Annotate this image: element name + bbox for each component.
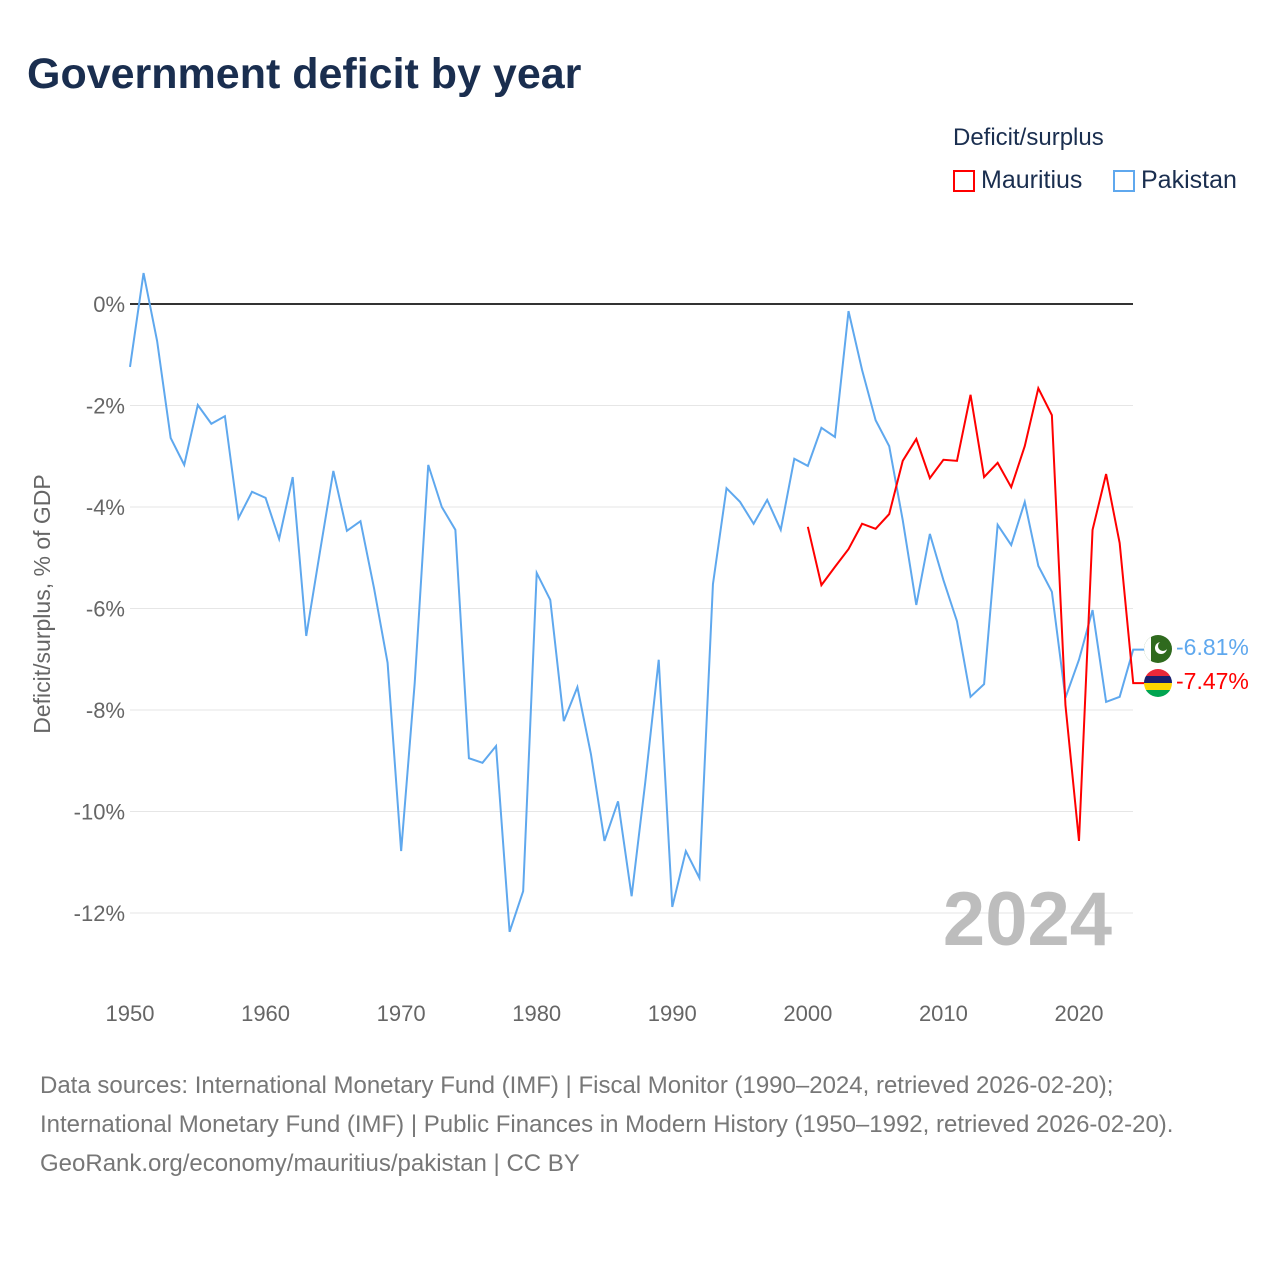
x-tick-label: 1990	[648, 1001, 697, 1026]
y-tick-label: -6%	[86, 597, 125, 622]
legend-item-pakistan[interactable]: Pakistan	[1113, 166, 1237, 195]
x-tick-label: 1950	[106, 1001, 155, 1026]
chart-title: Government deficit by year	[27, 50, 582, 98]
legend-item-mauritius[interactable]: Mauritius	[953, 166, 1082, 195]
pakistan-end-label: -6.81%	[1176, 634, 1249, 660]
x-tick-label: 1970	[377, 1001, 426, 1026]
y-tick-label: -10%	[74, 800, 125, 825]
x-tick-label: 1980	[512, 1001, 561, 1026]
legend-swatch	[1113, 169, 1135, 192]
source-link[interactable]: GeoRank.org/economy/mauritius/pakistan |…	[40, 1150, 580, 1177]
data-sources: Data sources: International Monetary Fun…	[40, 1072, 1174, 1138]
series-line-pakistan	[129, 272, 1145, 933]
y-tick-label: -8%	[86, 698, 125, 723]
legend-title: Deficit/surplus	[953, 124, 1104, 151]
y-tick-label: -2%	[86, 394, 125, 419]
y-axis-label: Deficit/surplus, % of GDP	[29, 474, 55, 733]
x-tick-label: 2010	[919, 1001, 968, 1026]
x-tick-label: 2000	[783, 1001, 832, 1026]
pakistan-flag-icon	[1144, 635, 1172, 663]
x-tick-label: 1960	[241, 1001, 290, 1026]
legend-swatch	[953, 169, 975, 192]
series-line-mauritius	[806, 385, 1145, 842]
y-tick-label: -12%	[74, 901, 125, 926]
x-tick-label: 2020	[1055, 1001, 1104, 1026]
legend-label: Pakistan	[1141, 166, 1237, 194]
y-tick-label: -4%	[86, 495, 125, 520]
mauritius-flag-icon	[1144, 669, 1172, 697]
legend-label: Mauritius	[981, 166, 1083, 194]
source-notes: Data sources: International Monetary Fun…	[40, 1066, 1240, 1183]
y-tick-label: 0%	[93, 292, 125, 317]
chart-svg: 0% -2% -4% -6% -8% -10% -12% 1950 1960 1970 1980 19…	[29, 272, 1249, 1026]
year-label: 2024	[943, 877, 1112, 962]
mauritius-end-label: -7.47%	[1176, 668, 1249, 694]
